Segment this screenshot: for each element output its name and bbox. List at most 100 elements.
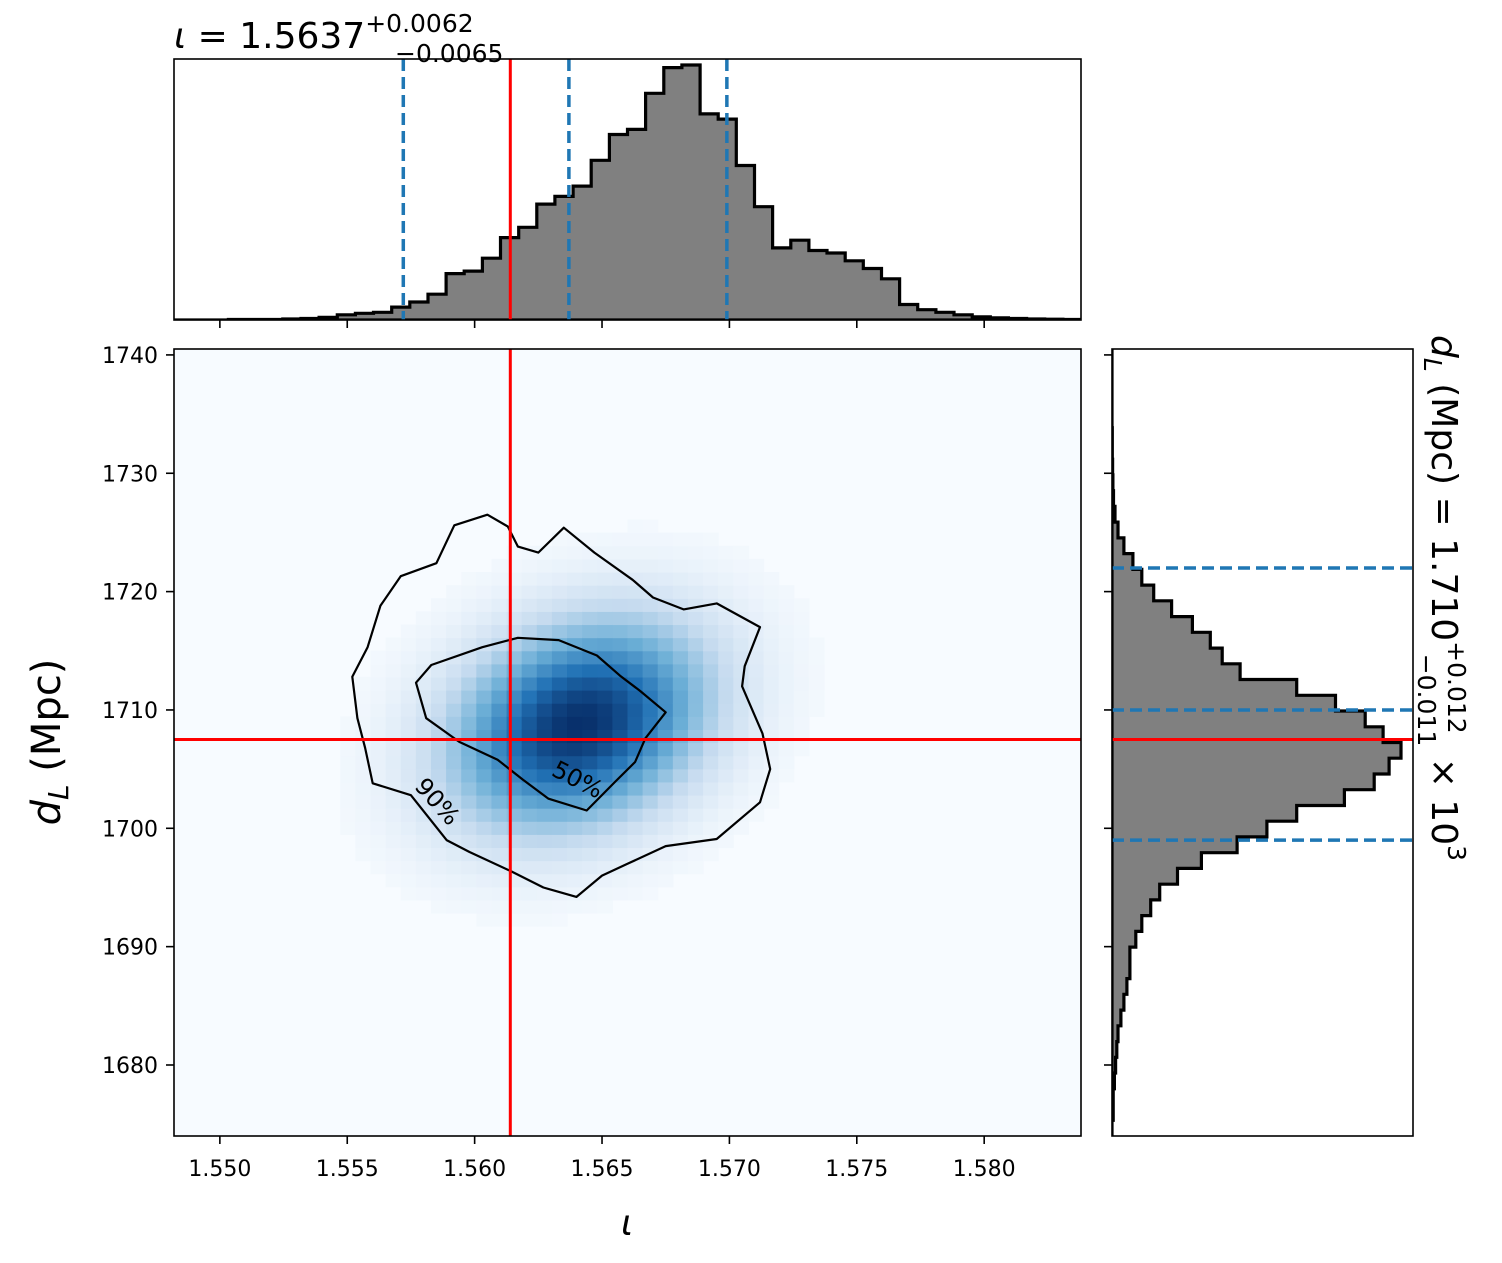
density-cell — [642, 611, 659, 626]
density-cell — [567, 808, 583, 822]
density-cell — [536, 611, 553, 626]
density-cell — [551, 913, 568, 927]
density-cell — [521, 650, 538, 665]
x-tick-label: 1.550 — [188, 1157, 251, 1182]
x-tick-label: 1.575 — [825, 1157, 888, 1182]
density-cell — [642, 676, 659, 691]
density-cell — [476, 821, 493, 835]
y-axis-label-d: d — [24, 799, 70, 825]
density-cell — [748, 676, 765, 691]
density-cell — [672, 545, 689, 560]
density-cell — [582, 663, 598, 678]
density-cell — [733, 585, 750, 599]
density-cell — [430, 860, 447, 875]
density-cell — [491, 808, 508, 822]
density-cell — [446, 611, 462, 626]
density-cell — [627, 637, 644, 652]
dL-histogram-frame — [1111, 348, 1414, 1137]
density-cell — [536, 716, 553, 730]
density-cell — [521, 808, 538, 822]
density-cell — [582, 545, 598, 560]
density-cells — [340, 519, 825, 927]
density-cell — [430, 794, 447, 809]
density-cell — [446, 755, 462, 770]
density-cell — [627, 545, 644, 560]
density-cell — [672, 742, 689, 757]
density-cell — [370, 742, 387, 757]
density-cell — [687, 755, 704, 770]
density-cell — [446, 690, 462, 704]
density-cell — [476, 729, 493, 744]
density-cell — [355, 847, 372, 862]
density-cell — [415, 834, 432, 849]
density-cell — [793, 624, 810, 639]
density-cell — [597, 532, 613, 547]
density-cell — [642, 532, 659, 547]
density-cell — [340, 729, 356, 744]
density-cell — [582, 834, 598, 849]
density-cell — [582, 558, 598, 573]
density-cell — [385, 755, 402, 770]
density-cell — [340, 742, 356, 757]
density-cell — [582, 794, 598, 809]
density-cell — [612, 611, 629, 626]
iota-histogram-panel: ι = 1.5637+0.0062 −0.0065 — [173, 9, 1082, 328]
density-cell — [778, 676, 795, 691]
density-cell — [627, 532, 644, 547]
density-cell — [748, 755, 765, 770]
density-cell — [567, 768, 583, 783]
density-cell — [597, 663, 613, 678]
density-cell — [672, 834, 689, 849]
density-cell — [657, 663, 674, 678]
density-cell — [763, 663, 780, 678]
density-cell — [476, 860, 493, 875]
dL-title: dL (Mpc) = 1.710+0.012−0.011 × 103 — [1412, 335, 1471, 861]
density-cell — [763, 781, 780, 796]
density-cell — [430, 676, 447, 691]
density-cell — [612, 637, 629, 652]
density-cell — [491, 611, 508, 626]
density-cell — [627, 690, 644, 704]
density-cell — [657, 781, 674, 796]
density-cell — [430, 755, 447, 770]
density-cell — [597, 637, 613, 652]
density-cell — [582, 624, 598, 639]
density-cell — [627, 860, 644, 875]
density-cell — [551, 598, 568, 612]
density-cell — [551, 873, 568, 888]
density-cell — [355, 690, 372, 704]
density-cell — [703, 558, 719, 573]
iota-histogram-bars — [174, 63, 1081, 320]
iota-title-plus: +0.0062 — [365, 9, 473, 38]
density-cell — [385, 794, 402, 809]
density-cell — [567, 716, 583, 730]
y-axis-label-unit: (Mpc) — [24, 659, 70, 772]
density-cell — [657, 703, 674, 717]
density-cell — [355, 794, 372, 809]
x-tick-label: 1.580 — [953, 1157, 1016, 1182]
density-cell — [657, 716, 674, 730]
density-cell — [415, 873, 432, 888]
density-cell — [491, 703, 508, 717]
density-cell — [778, 598, 795, 612]
density-cell — [642, 886, 659, 901]
density-cell — [582, 873, 598, 888]
density-cell — [461, 690, 477, 704]
density-cell — [612, 598, 629, 612]
density-cell — [778, 729, 795, 744]
density-cell — [582, 571, 598, 586]
density-cell — [627, 703, 644, 717]
density-cell — [567, 821, 583, 835]
y-tick-label: 1740 — [102, 344, 158, 369]
density-cell — [642, 650, 659, 665]
density-cell — [597, 821, 613, 835]
density-cell — [385, 821, 402, 835]
density-cell — [748, 585, 765, 599]
density-cell — [612, 808, 629, 822]
y-tick-label: 1730 — [102, 462, 158, 487]
density-cell — [491, 899, 508, 914]
density-cell — [461, 821, 477, 835]
density-cell — [385, 663, 402, 678]
density-cell — [597, 716, 613, 730]
density-cell — [355, 821, 372, 835]
